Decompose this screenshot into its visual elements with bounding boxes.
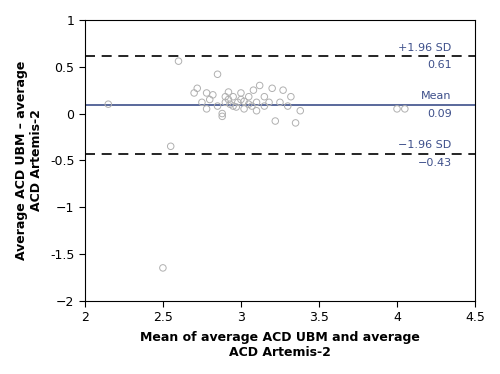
Point <box>276 99 284 105</box>
Text: −0.43: −0.43 <box>418 157 452 168</box>
Point <box>279 87 287 93</box>
Point <box>287 94 295 100</box>
Point <box>202 106 210 112</box>
Point <box>296 108 304 114</box>
Point <box>214 103 222 109</box>
Point <box>218 113 226 119</box>
Point <box>244 101 252 107</box>
Point <box>104 101 112 107</box>
Point <box>244 94 252 100</box>
Point <box>252 99 260 105</box>
Point <box>268 85 276 91</box>
Point <box>272 118 280 124</box>
Point <box>292 120 300 126</box>
Y-axis label: Average ACD UBM – average
ACD Artemis-2: Average ACD UBM – average ACD Artemis-2 <box>15 61 43 260</box>
Point <box>240 98 248 104</box>
Point <box>193 85 201 91</box>
Text: +1.96 SD: +1.96 SD <box>398 43 452 53</box>
Point <box>252 108 260 114</box>
Point <box>218 111 226 117</box>
Point <box>284 103 292 109</box>
Point <box>202 90 210 96</box>
Text: Mean: Mean <box>421 91 452 101</box>
Point <box>222 99 230 105</box>
Point <box>237 96 245 102</box>
Point <box>237 90 245 96</box>
Point <box>224 96 232 102</box>
Point <box>229 94 237 100</box>
Point <box>232 104 240 110</box>
Point <box>401 106 409 112</box>
Point <box>190 90 198 96</box>
Point <box>224 89 232 95</box>
Point <box>240 106 248 112</box>
Point <box>234 99 242 105</box>
Point <box>393 106 401 112</box>
Point <box>174 58 182 64</box>
X-axis label: Mean of average ACD UBM and average
ACD Artemis-2: Mean of average ACD UBM and average ACD … <box>140 331 420 359</box>
Point <box>206 96 214 102</box>
Point <box>256 83 264 89</box>
Point <box>222 94 230 100</box>
Point <box>198 99 206 105</box>
Text: −1.96 SD: −1.96 SD <box>398 140 452 150</box>
Point <box>159 265 167 271</box>
Point <box>265 99 273 105</box>
Point <box>248 103 256 109</box>
Point <box>250 87 258 93</box>
Text: 0.09: 0.09 <box>427 109 452 119</box>
Point <box>209 92 217 98</box>
Point <box>260 103 268 109</box>
Point <box>229 103 237 109</box>
Text: 0.61: 0.61 <box>427 60 452 70</box>
Point <box>226 101 234 107</box>
Point <box>260 94 268 100</box>
Point <box>214 71 222 77</box>
Point <box>166 143 174 149</box>
